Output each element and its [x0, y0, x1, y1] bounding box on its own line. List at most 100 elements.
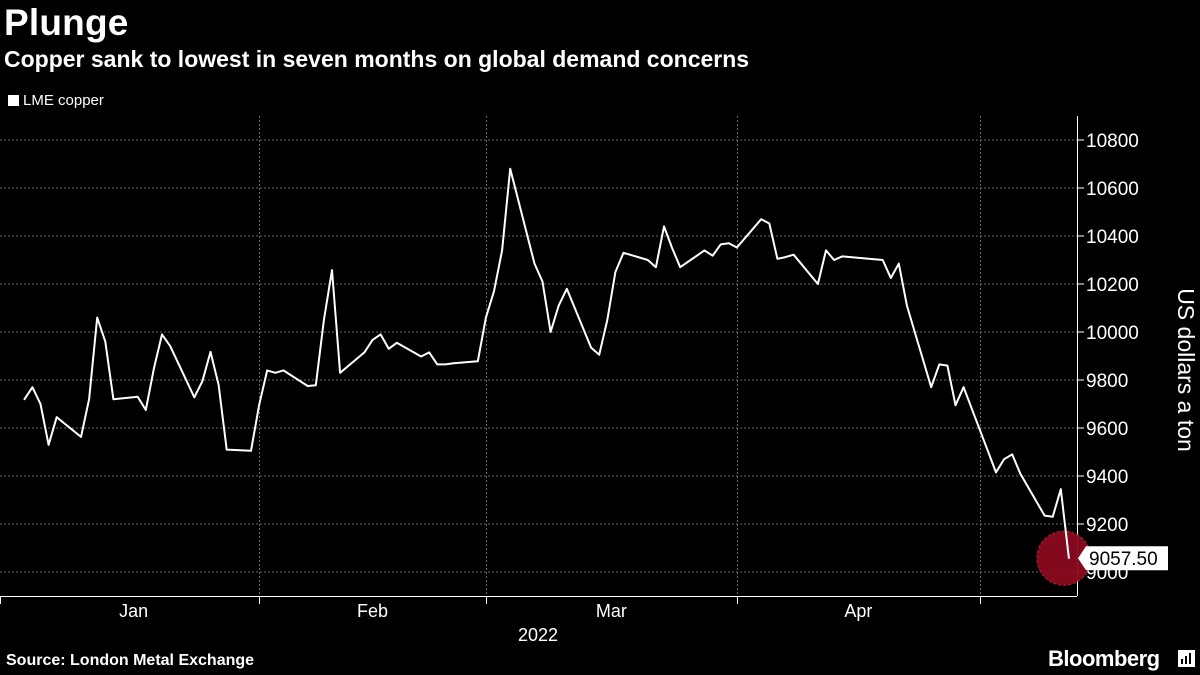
data-point	[428, 351, 431, 354]
data-point	[768, 222, 771, 225]
y-axis-label: US dollars a ton	[1173, 288, 1199, 452]
x-axis-label: 2022	[518, 625, 558, 645]
data-point	[930, 386, 932, 389]
x-tick-label: Mar	[596, 601, 627, 621]
y-tick-label: 10200	[1086, 275, 1139, 296]
data-point	[1068, 557, 1070, 559]
data-point	[881, 259, 884, 261]
data-point	[825, 249, 827, 252]
data-point	[258, 404, 260, 407]
data-point	[1019, 472, 1022, 475]
data-point	[104, 340, 107, 343]
data-point	[549, 331, 552, 333]
data-point	[209, 351, 212, 353]
data-point	[703, 249, 706, 252]
data-point	[217, 384, 220, 386]
data-point	[23, 398, 26, 401]
data-point	[250, 450, 252, 452]
data-point	[663, 225, 665, 228]
data-point	[282, 369, 285, 372]
data-point	[306, 385, 309, 387]
y-tick-label: 10600	[1086, 179, 1139, 200]
data-point	[1060, 488, 1062, 491]
y-tick-label: 9400	[1086, 467, 1128, 488]
data-point	[760, 218, 762, 220]
chart-title: Plunge	[4, 2, 129, 43]
data-point	[776, 258, 779, 260]
data-point	[47, 444, 50, 446]
y-tick-label: 9600	[1086, 419, 1128, 440]
data-point	[363, 351, 366, 354]
data-point	[225, 448, 228, 451]
data-point	[509, 168, 512, 170]
data-point	[436, 363, 439, 366]
data-point	[379, 333, 382, 336]
chart-subtitle: Copper sank to lowest in seven months on…	[4, 46, 750, 72]
data-point	[55, 416, 58, 419]
data-point	[1051, 516, 1054, 518]
data-point	[946, 364, 949, 367]
data-point	[1011, 453, 1013, 456]
data-point	[1003, 458, 1005, 461]
data-point	[339, 372, 341, 374]
data-point	[938, 363, 941, 366]
data-point	[201, 380, 204, 383]
data-point	[315, 384, 317, 387]
data-point	[606, 319, 609, 321]
data-point	[541, 280, 544, 283]
data-point	[193, 396, 196, 399]
data-point	[890, 277, 892, 279]
data-point	[655, 266, 657, 269]
x-tick-label: Jan	[119, 601, 148, 621]
data-point	[88, 398, 90, 401]
data-point	[962, 386, 965, 389]
data-point	[477, 360, 479, 363]
data-point	[679, 266, 681, 269]
data-point	[485, 316, 487, 319]
data-point	[614, 271, 617, 273]
data-point	[452, 362, 455, 365]
y-tick-label: 10400	[1086, 227, 1139, 248]
source-note: Source: London Metal Exchange	[6, 652, 255, 669]
legend-swatch	[8, 95, 19, 106]
data-point	[736, 246, 738, 249]
data-point	[792, 253, 795, 256]
data-point	[647, 259, 649, 261]
x-tick-label: Apr	[844, 601, 872, 621]
data-point	[396, 342, 398, 344]
data-point	[136, 396, 139, 398]
data-point	[145, 409, 147, 411]
last-value-label: 9057.50	[1089, 549, 1158, 570]
data-point	[954, 404, 957, 407]
data-point	[1043, 514, 1046, 517]
y-tick-label: 9800	[1086, 371, 1128, 392]
data-point	[728, 242, 730, 244]
data-point	[493, 290, 495, 293]
data-point	[566, 288, 568, 290]
data-point	[995, 471, 997, 474]
data-point	[833, 259, 835, 261]
data-point	[444, 363, 447, 366]
data-point	[96, 316, 98, 319]
data-point	[906, 304, 908, 307]
y-tick-label: 9200	[1086, 515, 1128, 536]
data-point	[719, 243, 722, 246]
data-point	[533, 262, 536, 265]
data-point	[274, 372, 277, 374]
data-point	[671, 247, 673, 249]
data-point	[112, 398, 115, 401]
data-point	[841, 255, 843, 258]
series-line-lme-copper	[23, 167, 1070, 559]
brand-icon	[1178, 650, 1195, 667]
data-point	[420, 355, 422, 358]
data-point	[161, 333, 163, 336]
data-point	[387, 348, 390, 350]
legend: LME copper	[8, 92, 104, 109]
y-tick-label: 10800	[1086, 131, 1139, 152]
data-point	[711, 254, 714, 257]
data-point	[80, 436, 82, 438]
data-point	[331, 269, 333, 271]
data-point	[598, 354, 600, 356]
data-point	[169, 345, 171, 347]
